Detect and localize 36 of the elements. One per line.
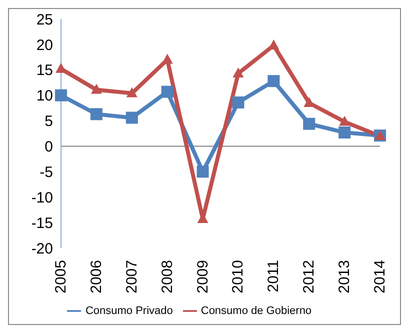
point [126,87,138,98]
point [268,75,280,88]
y-tick-label: -20 [31,240,53,258]
y-tick-label: 25 [36,11,53,28]
x-tick-label: 2005 [52,260,70,294]
x-tick-label: 2007 [123,260,140,294]
x-tick-label: 2013 [336,260,354,294]
x-tick-label: 2008 [158,260,176,294]
y-tick-label: 20 [36,36,53,54]
y-tick-label: 10 [36,88,53,105]
point [303,118,316,130]
point [161,86,174,98]
point [338,126,351,138]
legend-label: Consumo de Gobierno [200,304,312,317]
x-tick-label: 2011 [265,260,282,292]
x-tick-label: 2014 [372,260,388,294]
point [196,166,209,178]
legend-label: Consumo Privado [85,304,173,317]
x-tick-label: 2009 [194,260,212,294]
y-tick-label: -10 [31,189,53,206]
x-tick-label: 2010 [230,260,247,294]
point [90,108,102,120]
x-tick-label: 2012 [300,260,318,294]
point [162,54,173,64]
point [232,96,244,108]
y-tick-label: 0 [44,138,53,156]
y-tick-label: 15 [36,62,53,80]
point [55,89,67,102]
x-tick-label: 2006 [88,260,105,294]
point [339,116,350,126]
y-tick-label: -5 [40,164,53,181]
y-tick-label: 5 [44,113,53,130]
point [90,84,102,94]
y-tick-label: -15 [31,214,53,232]
point [232,67,244,78]
point [126,112,138,124]
